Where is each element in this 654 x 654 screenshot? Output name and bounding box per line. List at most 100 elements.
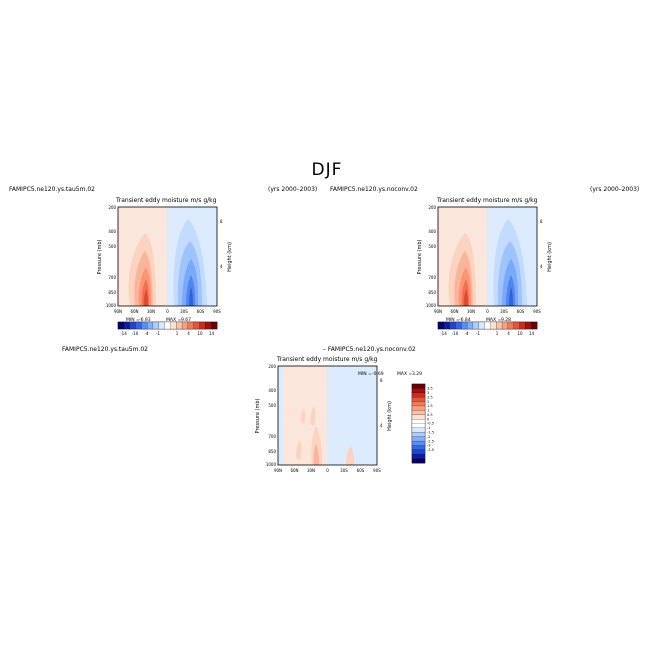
colorbar-swatch [490, 321, 497, 330]
y-tick: 1000 [426, 303, 437, 308]
right-y-right-axis-label: Height (km) [547, 242, 553, 272]
svg-text:MIN =: MIN = [358, 371, 372, 377]
diff-x-ticks: 90N 60N 30N 0 30S 60S 90S [274, 468, 381, 473]
left-colorbar [117, 321, 218, 330]
colorbar-swatch [411, 383, 426, 389]
left-y-right-axis-label: Height (km) [227, 242, 233, 272]
page-title: DJF [311, 160, 343, 180]
right-right-ticks: 8 4 [540, 219, 543, 269]
right-y-axis-label: Pressure (mb) [417, 240, 423, 275]
y-tick: 850 [108, 290, 116, 295]
colorbar-swatch [411, 445, 426, 451]
diff-plot-title: Transient eddy moisture m/s g/kg [277, 356, 378, 363]
y-tick: 1000 [106, 303, 117, 308]
svg-text:MAX =: MAX = [486, 317, 501, 323]
x-tick: 90S [213, 309, 221, 314]
left-min-value: -6.93 [139, 317, 151, 323]
colorbar-swatch [129, 321, 136, 330]
right-tick: 8 [380, 378, 383, 383]
diff-min-max: MIN = -0.69 MAX = 3.29 [358, 371, 422, 377]
colorbar-swatch [411, 423, 426, 429]
right-min-max: MIN = -6.84 MAX = 9.28 [446, 317, 511, 323]
colorbar-swatch [507, 321, 515, 330]
right-max-value: 9.28 [501, 317, 511, 323]
y-tick: 400 [428, 229, 436, 234]
colorbar-label: 1 [176, 331, 179, 336]
colorbar-swatch [147, 321, 154, 330]
diff-min-value: -0.69 [372, 371, 384, 377]
colorbar-label: 1 [427, 409, 429, 413]
colorbar-label: -2.5 [427, 439, 434, 443]
colorbar-swatch [411, 414, 426, 420]
x-tick: 0 [486, 309, 489, 314]
colorbar-swatch [472, 321, 480, 330]
colorbar-swatch [411, 405, 426, 411]
colorbar-label: -1 [427, 426, 431, 430]
right-x-ticks: 90N 60N 30N 0 30S 60S 90S [434, 309, 541, 314]
y-tick: 200 [108, 205, 116, 210]
colorbar-swatch [531, 321, 538, 330]
x-tick: 90N [114, 309, 122, 314]
colorbar-label: 10 [197, 331, 203, 336]
right-cool-l6 [509, 287, 513, 306]
right-tick: 8 [220, 219, 223, 224]
colorbar-swatch [152, 321, 160, 330]
left-y-ticks: 200 400 500 700 850 1000 [106, 205, 117, 308]
diff-right-ticks: 8 4 [380, 378, 383, 428]
colorbar-swatch [501, 321, 509, 330]
y-tick: 850 [268, 449, 276, 454]
colorbar-swatch [199, 321, 206, 330]
x-tick: 60N [290, 468, 298, 473]
left-case-name: FAMIPC5.ne120.ys.tau5m.02 [9, 186, 95, 193]
diff-colorbar [411, 383, 426, 464]
colorbar-swatch [205, 321, 212, 330]
colorbar-swatch [141, 321, 148, 330]
left-max-value: 9.67 [181, 317, 191, 323]
colorbar-label: 3.5 [427, 387, 433, 391]
svg-text:MIN =: MIN = [126, 317, 140, 323]
colorbar-swatch [164, 321, 171, 330]
y-tick: 500 [108, 244, 116, 249]
colorbar-swatch [513, 321, 520, 330]
x-tick: 30S [180, 309, 188, 314]
colorbar-label: -4 [465, 331, 469, 336]
x-tick: 90S [373, 468, 381, 473]
right-tick: 8 [540, 219, 543, 224]
y-tick: 700 [428, 275, 436, 280]
diff-case-name: – FAMIPC5.ne120.ys.noconv.02 [323, 346, 416, 353]
diff-plot-frame [277, 365, 378, 466]
left-right-ticks: 8 4 [220, 219, 223, 269]
difference-panel: 200 400 500 700 850 1000 90N 60N 30N 0 3… [255, 364, 434, 473]
colorbar-swatch [467, 321, 474, 330]
colorbar-swatch [484, 321, 491, 330]
colorbar-label: 14 [209, 331, 215, 336]
colorbar-label: 1.5 [427, 404, 433, 408]
colorbar-swatch [411, 419, 426, 424]
x-tick: 0 [326, 468, 329, 473]
colorbar-label: 4 [187, 331, 190, 336]
left-plot-title: Transient eddy moisture m/s g/kg [116, 197, 217, 204]
colorbar-swatch [411, 449, 426, 455]
right-colorbar-labels: -14 -10 -4 -1 1 4 10 14 [440, 331, 534, 336]
colorbar-swatch [519, 321, 526, 330]
colorbar-swatch [411, 427, 426, 433]
svg-text:MAX =: MAX = [397, 371, 412, 377]
right-tick: 4 [540, 264, 543, 269]
colorbar-swatch [411, 410, 426, 416]
colorbar-swatch [411, 388, 426, 394]
y-tick: 700 [108, 275, 116, 280]
y-tick: 200 [428, 205, 436, 210]
colorbar-label: -1.5 [427, 430, 434, 434]
colorbar-label: -1 [476, 331, 480, 336]
colorbar-swatch [411, 440, 426, 446]
x-tick: 90S [533, 309, 541, 314]
colorbar-swatch [449, 321, 456, 330]
x-tick: 30N [307, 468, 315, 473]
right-y-ticks: 200 400 500 700 850 1000 [426, 205, 437, 308]
x-tick: 90N [434, 309, 442, 314]
left-warm-l6 [143, 289, 148, 306]
diff-y-axis-label: Pressure (mb) [255, 399, 261, 434]
right-colorbar [437, 321, 538, 330]
colorbar-swatch [170, 321, 177, 330]
colorbar-label: -14 [120, 331, 127, 336]
